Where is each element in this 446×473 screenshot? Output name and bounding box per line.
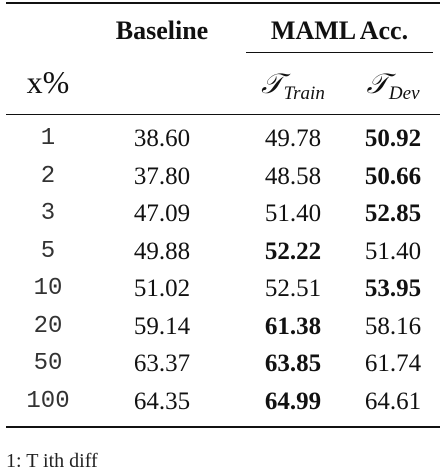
tau-dev-header: 𝒯Dev	[346, 67, 440, 104]
maml-dev-cell: 51.40	[364, 238, 422, 265]
maml-dev-cell: 53.95	[364, 275, 422, 302]
baseline-cell: 37.80	[133, 163, 191, 190]
baseline-cell: 47.09	[133, 200, 191, 227]
maml-train-cell: 52.22	[264, 238, 322, 265]
x-percent-cell: 20	[33, 313, 63, 340]
baseline-cell: 59.14	[133, 313, 191, 340]
x-percent-cell: 50	[33, 350, 63, 377]
maml-header-rule	[246, 52, 433, 53]
baseline-cell: 38.60	[133, 125, 191, 152]
maml-train-cell: 64.99	[264, 388, 322, 415]
maml-header: MAML Acc.	[270, 16, 409, 45]
tau-train-symbol: 𝒯	[261, 67, 283, 100]
maml-train-cell: 61.38	[264, 313, 322, 340]
baseline-header: Baseline	[115, 16, 209, 45]
x-percent-cell: 10	[33, 275, 63, 302]
x-percent-cell: 1	[40, 125, 56, 152]
x-percent-header: x%	[26, 64, 70, 100]
maml-dev-cell: 50.66	[364, 163, 422, 190]
maml-train-cell: 52.51	[264, 275, 322, 302]
baseline-cell: 64.35	[133, 388, 191, 415]
tau-train-subscript: Train	[283, 83, 325, 104]
maml-train-cell: 51.40	[264, 200, 322, 227]
baseline-cell: 63.37	[133, 350, 191, 377]
maml-dev-cell: 50.92	[364, 125, 422, 152]
maml-dev-cell: 64.61	[364, 388, 422, 415]
tau-dev-symbol: 𝒯	[366, 67, 388, 100]
tau-train-header: 𝒯Train	[240, 67, 346, 104]
x-percent-cell: 5	[40, 238, 56, 265]
maml-train-cell: 49.78	[264, 125, 322, 152]
tau-dev-subscript: Dev	[388, 83, 420, 104]
baseline-cell: 49.88	[133, 238, 191, 265]
maml-train-cell: 48.58	[264, 163, 322, 190]
maml-dev-cell: 61.74	[364, 350, 422, 377]
table-bottom-rule	[6, 426, 440, 428]
x-percent-cell: 3	[40, 200, 56, 227]
x-percent-cell: 100	[26, 388, 70, 415]
maml-train-cell: 63.85	[264, 350, 322, 377]
maml-dev-cell: 52.85	[364, 200, 422, 227]
header-separator-rule	[6, 114, 440, 115]
table-top-rule	[6, 2, 440, 4]
baseline-cell: 51.02	[133, 275, 191, 302]
x-percent-cell: 2	[40, 163, 56, 190]
maml-dev-cell: 58.16	[364, 313, 422, 340]
